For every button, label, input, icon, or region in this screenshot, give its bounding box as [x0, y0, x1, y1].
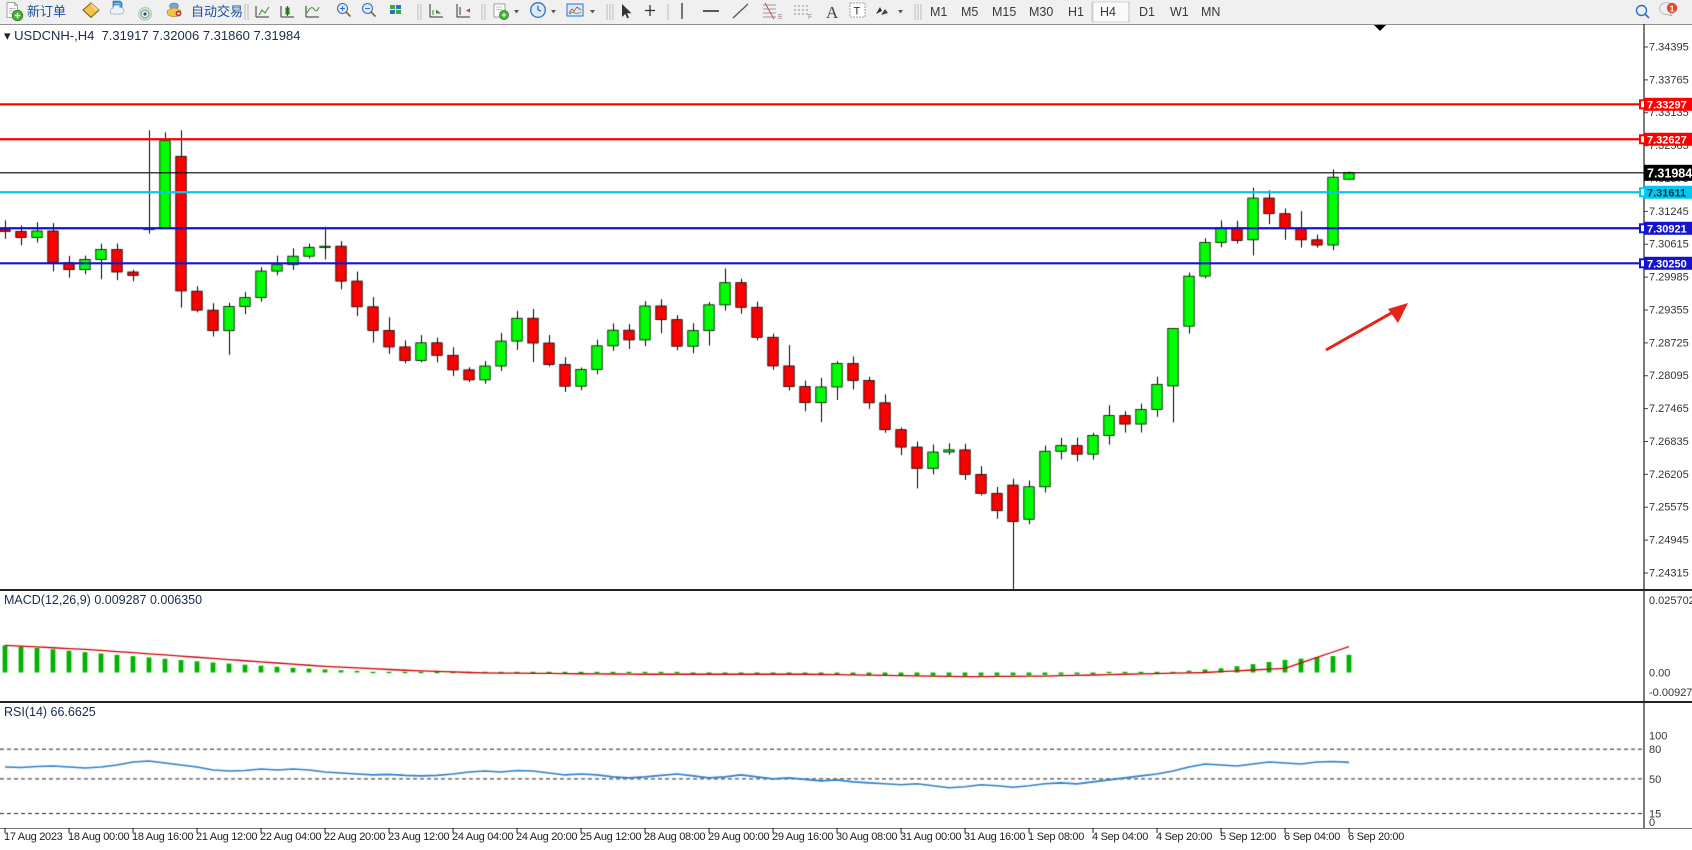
svg-text:7.32627: 7.32627	[1647, 134, 1687, 146]
svg-text:新订单: 新订单	[27, 4, 66, 19]
svg-text:7.34395: 7.34395	[1649, 42, 1689, 54]
svg-text:H1: H1	[1068, 5, 1084, 19]
svg-text:T: T	[854, 6, 861, 18]
svg-text:7.24945: 7.24945	[1649, 535, 1689, 547]
svg-text:D1: D1	[1139, 5, 1155, 19]
svg-text:7.30250: 7.30250	[1647, 258, 1687, 270]
svg-text:7.30615: 7.30615	[1649, 239, 1689, 251]
svg-text:-0.00927: -0.00927	[1649, 687, 1692, 699]
svg-text:F: F	[808, 14, 812, 21]
svg-text:A: A	[826, 3, 839, 22]
svg-text:50: 50	[1649, 774, 1661, 786]
svg-text:1: 1	[1670, 3, 1675, 13]
svg-text:7.26205: 7.26205	[1649, 469, 1689, 481]
svg-text:M15: M15	[992, 5, 1016, 19]
svg-text:W1: W1	[1170, 5, 1189, 19]
svg-text:7.30921: 7.30921	[1647, 223, 1687, 235]
svg-text:M30: M30	[1029, 5, 1053, 19]
svg-text:7.25575: 7.25575	[1649, 502, 1689, 514]
svg-text:H4: H4	[1100, 5, 1116, 19]
svg-text:自动交易: 自动交易	[191, 4, 243, 19]
svg-text:M1: M1	[930, 5, 947, 19]
svg-text:7.33765: 7.33765	[1649, 74, 1689, 86]
svg-text:7.27465: 7.27465	[1649, 403, 1689, 415]
svg-text:MN: MN	[1201, 5, 1220, 19]
svg-text:0.025702: 0.025702	[1649, 595, 1692, 607]
svg-text:7.31611: 7.31611	[1647, 187, 1686, 199]
svg-text:M5: M5	[961, 5, 978, 19]
svg-text:80: 80	[1649, 744, 1661, 756]
svg-text:7.26835: 7.26835	[1649, 436, 1689, 448]
svg-text:7.28095: 7.28095	[1649, 370, 1689, 382]
svg-text:7.33297: 7.33297	[1647, 99, 1687, 111]
svg-text:7.24315: 7.24315	[1649, 567, 1689, 579]
svg-text:E: E	[778, 14, 783, 21]
svg-text:7.31245: 7.31245	[1649, 206, 1689, 218]
svg-text:7.31984: 7.31984	[1647, 166, 1692, 180]
svg-text:0.00: 0.00	[1649, 668, 1670, 680]
svg-text:100: 100	[1649, 731, 1667, 743]
svg-text:7.29985: 7.29985	[1649, 272, 1689, 284]
svg-text:7.29355: 7.29355	[1649, 304, 1689, 316]
svg-text:7.28725: 7.28725	[1649, 337, 1689, 349]
